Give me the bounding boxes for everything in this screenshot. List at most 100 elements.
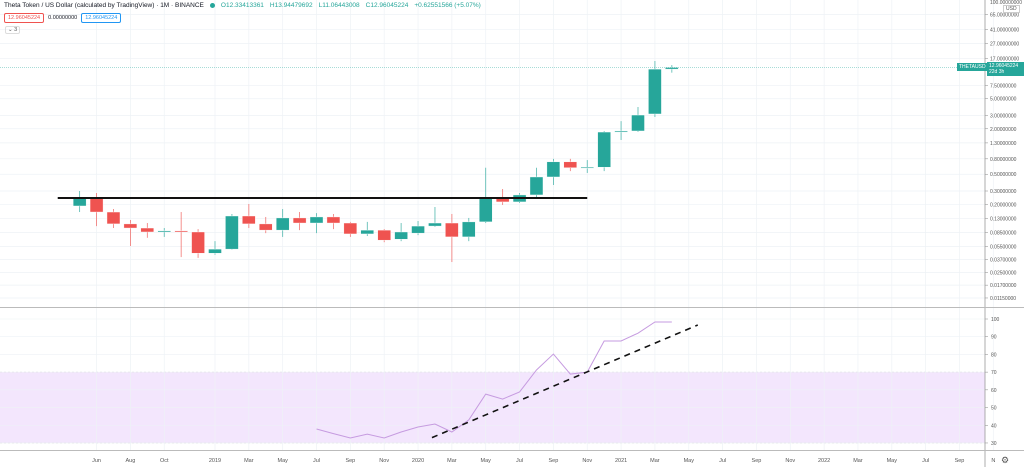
rsi-tick-label: 30	[991, 441, 997, 447]
price-tick-label: 7.50000000	[990, 83, 1017, 89]
candle-body	[309, 216, 324, 224]
rsi-tick-label: 40	[991, 423, 997, 429]
rsi-trendline	[431, 324, 699, 439]
candle-body	[394, 231, 408, 240]
price-tick-label: 3.00000000	[990, 113, 1017, 119]
candle-body	[411, 225, 425, 234]
candle-body	[614, 130, 628, 133]
time-tick-label: Jul	[719, 458, 726, 464]
indicators-toggle[interactable]: ⌄ 3	[5, 26, 21, 34]
candle-body	[343, 222, 358, 235]
candle-body	[174, 230, 188, 233]
time-tick-label: Mar	[853, 458, 863, 464]
price-tick-label: 0.01700000	[990, 283, 1017, 289]
candle-body	[208, 248, 222, 254]
price-tick-label: 27.00000000	[990, 41, 1019, 47]
time-tick-label: Aug	[126, 458, 136, 464]
candle-body	[89, 197, 104, 213]
time-tick-label: 2022	[818, 458, 830, 464]
symbol-price-label: THETAUSD	[957, 63, 988, 71]
time-tick-label: N	[991, 458, 995, 464]
candle-body	[428, 222, 442, 227]
sell-button[interactable]: 12.96045224	[4, 13, 45, 23]
open-value: O12.33413361	[220, 2, 264, 9]
candle-body	[225, 215, 239, 250]
candle-body	[191, 231, 205, 254]
candle-body	[72, 197, 87, 207]
candle-body	[157, 230, 171, 233]
symbol-title[interactable]: Theta Token / US Dollar (calculated by T…	[4, 2, 204, 9]
time-tick-label: Sep	[955, 458, 965, 464]
last-price: 12.96045224	[989, 63, 1019, 69]
candle-body	[292, 217, 307, 224]
low-value: L11.06443008	[318, 2, 360, 9]
price-tick-label: 0.13000000	[990, 216, 1017, 222]
price-tick-label: 0.30000000	[990, 189, 1017, 195]
time-tick-label: Mar	[244, 458, 254, 464]
market-status-icon	[209, 3, 215, 8]
countdown: 22d 3h	[989, 69, 1005, 75]
candle-body	[242, 215, 256, 225]
currency-label[interactable]: USD	[1003, 5, 1020, 13]
time-tick-label: Nov	[582, 458, 592, 464]
time-tick-label: Mar	[650, 458, 660, 464]
close-value: C12.96045224	[365, 2, 409, 9]
rsi-tick-label: 90	[991, 335, 997, 341]
time-tick-label: May	[277, 458, 288, 464]
price-tick-label: 65.00000000	[990, 13, 1019, 19]
time-tick-label: Mar	[447, 458, 457, 464]
candle-body	[546, 161, 561, 178]
time-tick-label: Jul	[922, 458, 929, 464]
price-tick-label: 0.05500000	[990, 245, 1017, 251]
price-tick-label: 17.00000000	[990, 57, 1019, 63]
rsi-tick-label: 100	[991, 317, 1000, 323]
time-tick-label: Jul	[313, 458, 320, 464]
time-tick-label: 2021	[615, 458, 627, 464]
rsi-tick-label: 70	[991, 370, 997, 376]
time-tick-label: May	[684, 458, 695, 464]
candle-body	[462, 221, 476, 238]
price-tick-label: 41.00000000	[990, 28, 1019, 34]
candle-body	[275, 217, 290, 231]
legend-header: Theta Token / US Dollar (calculated by T…	[4, 2, 481, 9]
candle-body	[326, 216, 341, 224]
high-value: H13.94479692	[269, 2, 313, 9]
time-tick-label: Sep	[345, 458, 355, 464]
time-tick-label: Sep	[752, 458, 762, 464]
price-tick-label: 0.01150000	[990, 296, 1016, 302]
candle-body	[123, 223, 138, 229]
trade-row: 12.96045224 0.00000000 12.96045224	[4, 13, 122, 23]
rsi-tick-label: 50	[991, 406, 997, 412]
time-tick-label: 2019	[209, 458, 221, 464]
price-tick-label: 0.20000000	[990, 202, 1017, 208]
time-tick-label: Nov	[785, 458, 795, 464]
candle-body	[665, 67, 679, 70]
candle-body	[563, 161, 578, 168]
candle-body	[631, 114, 645, 132]
candle-body	[529, 176, 544, 196]
price-tick-label: 2.00000000	[990, 127, 1017, 133]
time-tick-label: Jun	[92, 458, 101, 464]
price-tick-label: 0.03700000	[990, 258, 1017, 264]
candle-body	[479, 197, 493, 223]
price-tick-label: 1.30000000	[990, 141, 1017, 147]
candle-body	[445, 222, 459, 238]
time-tick-label: Oct	[160, 458, 169, 464]
candle-body	[580, 166, 594, 169]
candle-body	[377, 229, 391, 241]
price-tick-label: 0.02500000	[990, 271, 1017, 277]
candle-body	[140, 227, 155, 233]
candle-body	[597, 131, 611, 168]
settings-gear-icon[interactable]: ⚙	[1001, 455, 1010, 465]
time-tick-label: Sep	[549, 458, 559, 464]
candle-body	[648, 68, 662, 115]
rsi-line	[316, 321, 672, 439]
price-tick-label: 0.50000000	[990, 172, 1017, 178]
price-tick-label: 100.00000000	[990, 0, 1022, 6]
candle-body	[360, 229, 374, 235]
buy-button[interactable]: 12.96045224	[81, 13, 122, 23]
time-tick-label: 2020	[412, 458, 424, 464]
price-tick-label: 5.00000000	[990, 97, 1017, 103]
time-tick-label: May	[887, 458, 898, 464]
